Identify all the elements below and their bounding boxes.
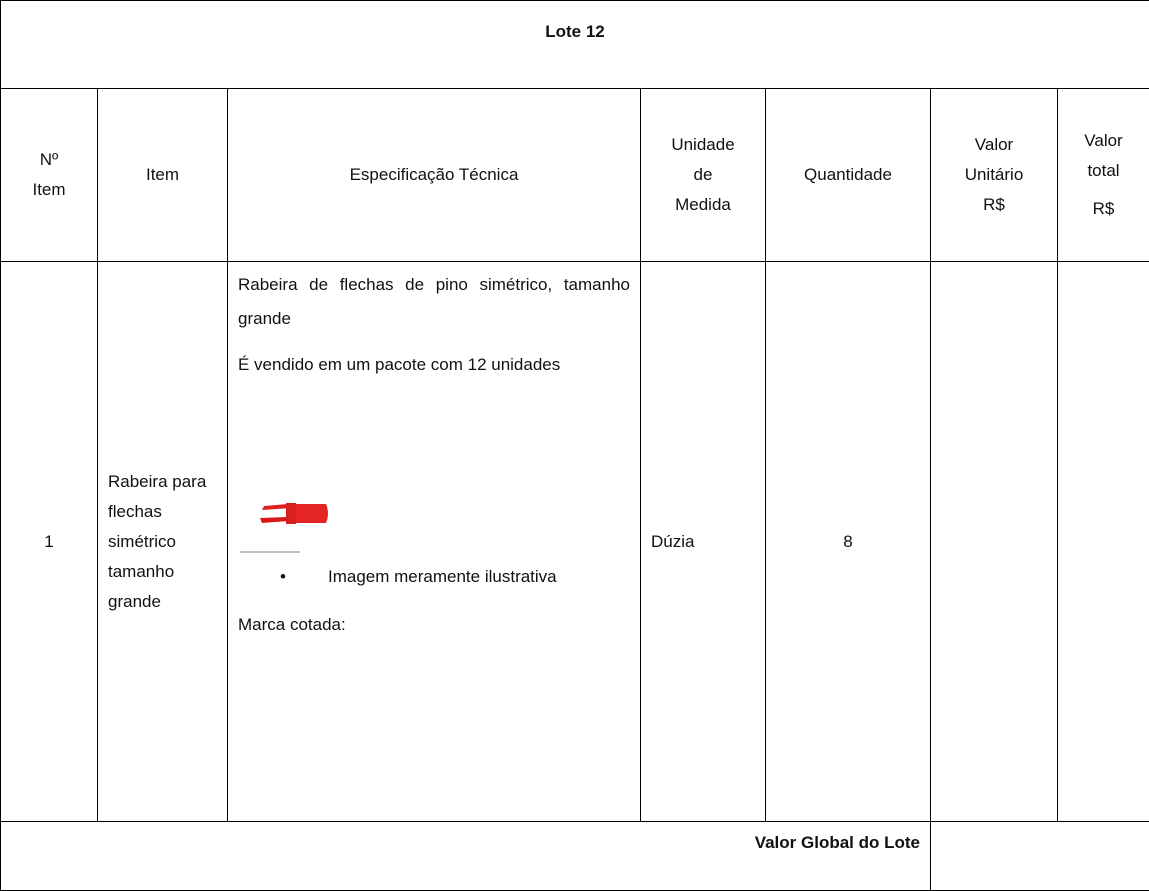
brand: Marca cotada: [238, 610, 630, 640]
header-text: Unitário [941, 160, 1047, 190]
bullet-text: Imagem meramente ilustrativa [328, 562, 557, 592]
header-text: de [651, 160, 755, 190]
header-text: Unidade [651, 130, 755, 160]
header-text: R$ [941, 190, 1047, 220]
item-row: 1 Rabeira para flechas simétrico tamanho… [1, 262, 1149, 822]
unit: Dúzia [641, 262, 766, 822]
header-text: Item [11, 175, 87, 205]
page: {"title":"Lote 12", "header":[["Nº","Ite… [0, 0, 1149, 864]
lot-total-label: Valor Global do Lote [1, 822, 931, 891]
item-name: Rabeira para flechas simétrico tamanho g… [98, 262, 228, 822]
header-text: Valor [941, 130, 1047, 160]
header-text: Item [108, 160, 217, 190]
header-cell: Quantidade [766, 89, 931, 262]
footer-row: Valor Global do Lote [1, 822, 1149, 891]
header-text: Valor [1068, 126, 1139, 156]
header-text: R$ [1068, 194, 1139, 224]
header-text: Medida [651, 190, 755, 220]
spec-bullet: •Imagem meramente ilustrativa [238, 562, 630, 592]
header-cell: Especificação Técnica [228, 89, 641, 262]
item-number: 1 [1, 262, 98, 822]
header-cell: Item [98, 89, 228, 262]
spec-paragraph: É vendido em um pacote com 12 unidades [238, 348, 630, 382]
total-value [1058, 262, 1149, 822]
header-text: Quantidade [776, 160, 920, 190]
header-text: Especificação Técnica [238, 160, 630, 190]
lot-total-value [931, 822, 1149, 891]
spec-paragraph: Rabeira de flechas de pino simétrico, ta… [238, 268, 630, 336]
unit-value [931, 262, 1058, 822]
product-image [238, 412, 338, 562]
quantity: 8 [766, 262, 931, 822]
header-text: Nº [11, 145, 87, 175]
lot-title: Lote 12 [1, 1, 1149, 89]
specification: Rabeira de flechas de pino simétrico, ta… [228, 262, 641, 822]
header-text: total [1068, 156, 1139, 186]
